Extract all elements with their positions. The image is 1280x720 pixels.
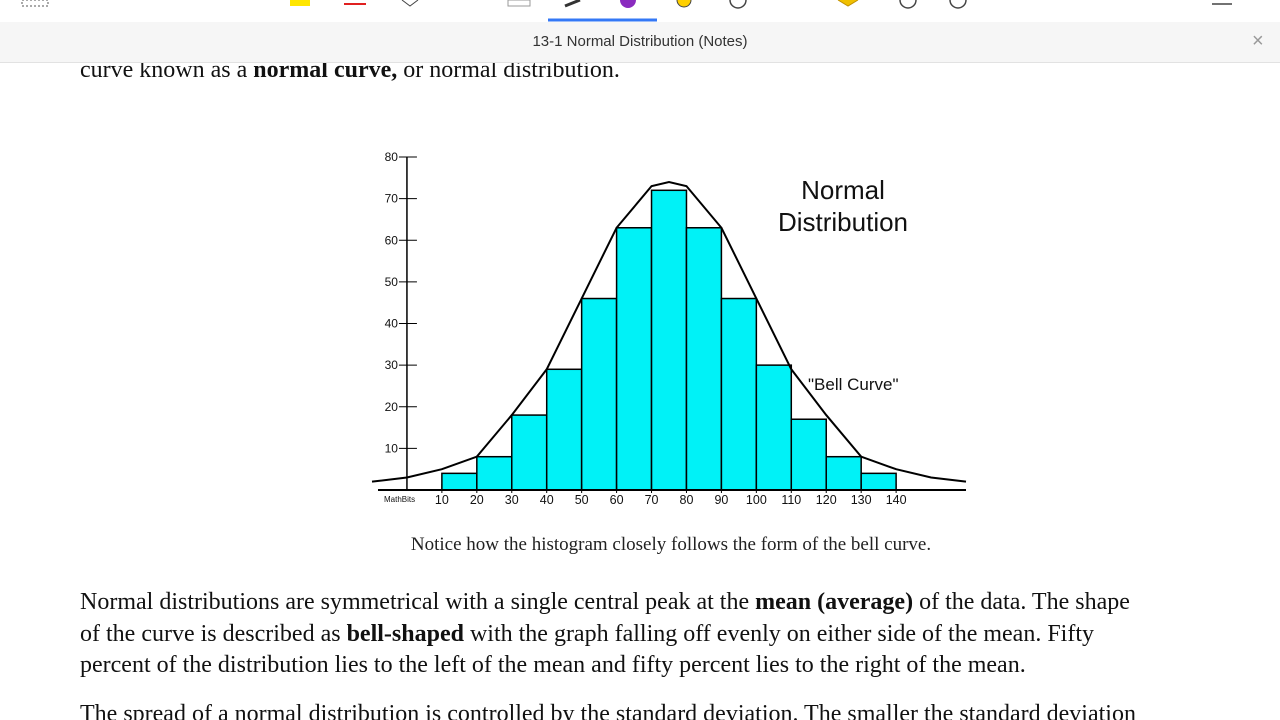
tool-icon[interactable] [949, 0, 967, 9]
text-run: The spread of a normal distribution is c… [80, 701, 1136, 720]
title-bar: 13-1 Normal Distribution (Notes) × [0, 22, 1280, 63]
y-tick-label: 40 [385, 317, 399, 331]
x-tick-label: 110 [781, 493, 801, 507]
y-tick-label: 80 [385, 150, 399, 164]
text-run: percent of the distribution lies to the … [80, 652, 1026, 678]
text-line: curve known as a normal curve, or normal… [80, 63, 620, 84]
color-icon[interactable] [620, 0, 636, 8]
paragraph-line: of the curve is described as bell-shaped… [80, 621, 1094, 648]
text-run: of the curve is described as [80, 620, 347, 647]
histogram-bar [860, 472, 897, 491]
histogram-bar [790, 418, 827, 491]
y-tick-label: 50 [385, 275, 399, 289]
y-tick-label: 60 [385, 233, 399, 247]
histogram-bar [615, 227, 653, 491]
text-run: with the graph falling off evenly on eit… [463, 620, 1095, 647]
tool-icon[interactable] [401, 0, 419, 7]
histogram-bar [685, 227, 723, 491]
x-tick-label: 10 [435, 493, 449, 507]
tool-icon[interactable] [729, 0, 747, 9]
text-run: mean (average) [755, 589, 914, 615]
chart-caption: Notice how the histogram closely follows… [411, 534, 931, 555]
x-tick-label: 120 [816, 493, 837, 507]
histogram-bar [476, 455, 513, 491]
y-tick-label: 20 [385, 400, 399, 414]
histogram-bar [720, 297, 758, 491]
highlighter-icon[interactable] [290, 0, 310, 6]
histogram-bar [825, 455, 862, 491]
y-tick-label: 70 [385, 192, 399, 206]
toolbar-icons [21, 0, 1232, 22]
text-run: bell-shaped [346, 620, 464, 647]
x-tick-label: 80 [680, 493, 694, 507]
color-icon[interactable] [676, 0, 692, 8]
bell-curve [371, 180, 967, 483]
histogram-bar [511, 414, 548, 491]
text-run: of the data. The shape [913, 589, 1130, 615]
tool-icon[interactable] [899, 0, 917, 9]
x-tick-label: 40 [540, 493, 554, 507]
text-run: normal curve, [253, 63, 398, 83]
pencil-icon[interactable] [564, 0, 581, 8]
x-tick-label: 60 [610, 493, 624, 507]
x-tick-label: 30 [505, 493, 519, 507]
y-tick-label: 30 [385, 358, 399, 372]
x-tick-label: 50 [575, 493, 589, 507]
curve-label: "Bell Curve" [808, 375, 899, 394]
histogram-bar [441, 472, 478, 491]
x-tick-label: 100 [746, 493, 767, 507]
document: Normal Distribution "Bell Curve" MathBit… [0, 63, 1280, 720]
paragraph-line: percent of the distribution lies to the … [80, 652, 1026, 679]
tool-icon[interactable] [507, 0, 531, 7]
text-run: or normal distribution. [397, 63, 620, 83]
tool-icon[interactable] [837, 0, 859, 7]
x-tick-label: 130 [851, 493, 872, 507]
paragraph-line: Normal distributions are symmetrical wit… [80, 589, 1130, 616]
close-button[interactable]: × [1252, 30, 1264, 52]
x-tick-label: 140 [886, 493, 907, 507]
text-run: curve known as a [80, 63, 254, 83]
y-tick-label: 10 [385, 441, 399, 455]
chart-title: Normal [801, 175, 885, 205]
window-title: 13-1 Normal Distribution (Notes) [532, 33, 748, 50]
source-label: MathBits [384, 495, 415, 504]
x-tick-label: 20 [470, 493, 484, 507]
select-icon[interactable] [21, 0, 49, 7]
chart-title: Distribution [778, 207, 908, 237]
x-tick-label: 90 [714, 493, 728, 507]
histogram-bar [545, 368, 583, 491]
histogram-bar [580, 297, 618, 491]
chart: Normal Distribution "Bell Curve" MathBit… [371, 150, 967, 555]
text-line: The spread of a normal distribution is c… [80, 701, 1136, 720]
histogram-bar [755, 364, 793, 491]
x-tick-label: 70 [645, 493, 659, 507]
histogram-bar [650, 189, 688, 491]
text-run: Normal distributions are symmetrical wit… [80, 589, 756, 615]
toolbar [0, 0, 1280, 22]
